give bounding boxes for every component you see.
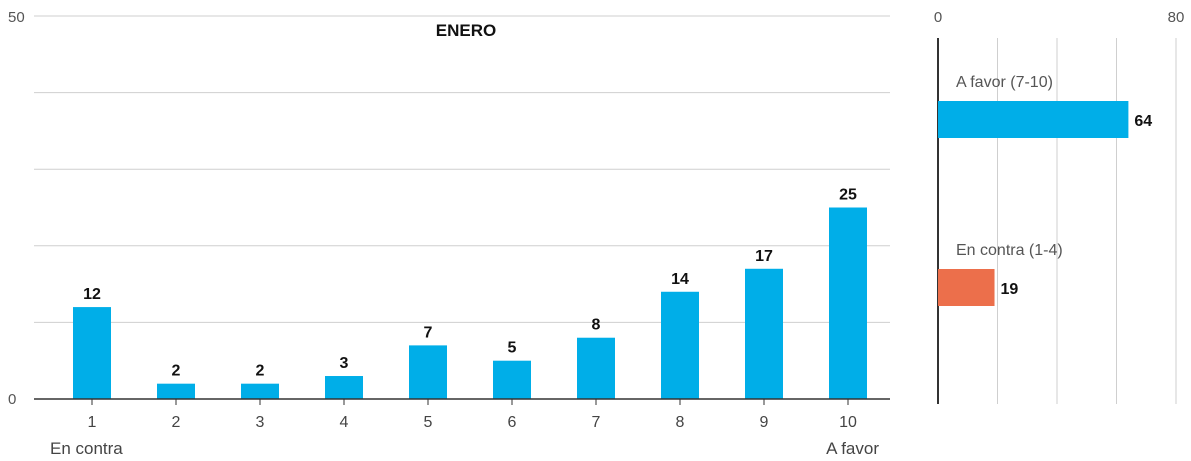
x-tick-label-9: 9 bbox=[760, 414, 769, 431]
chart-title: ENERO bbox=[436, 21, 496, 40]
summary-label-en-contra: En contra (1-4) bbox=[956, 242, 1063, 259]
x-tick-label-2: 2 bbox=[172, 414, 181, 431]
bar-6 bbox=[493, 360, 531, 399]
data-label-6: 5 bbox=[508, 340, 517, 357]
y-tick-label-top: 50 bbox=[8, 9, 25, 26]
bar-8 bbox=[661, 291, 699, 399]
data-label-2: 2 bbox=[172, 363, 181, 380]
bar-10 bbox=[829, 207, 867, 399]
y-tick-label-bottom: 0 bbox=[8, 391, 16, 408]
data-label-9: 17 bbox=[755, 248, 773, 265]
summary-tick-label-min: 0 bbox=[934, 9, 942, 26]
data-label-1: 12 bbox=[83, 286, 101, 303]
bar-9 bbox=[745, 268, 783, 399]
end-label-left: En contra bbox=[50, 439, 123, 458]
bar-4 bbox=[325, 376, 363, 399]
main-gridlines bbox=[34, 15, 890, 323]
data-label-4: 3 bbox=[340, 355, 349, 372]
summary-value-en-contra: 19 bbox=[1001, 281, 1019, 298]
x-tick-label-8: 8 bbox=[676, 414, 685, 431]
summary-bar-en-contra bbox=[938, 269, 995, 306]
end-label-right: A favor bbox=[826, 439, 879, 458]
x-tick-label-4: 4 bbox=[340, 414, 349, 431]
data-label-10: 25 bbox=[839, 187, 857, 204]
x-tick-label-1: 1 bbox=[88, 414, 97, 431]
bar-7 bbox=[577, 337, 615, 399]
bar-2 bbox=[157, 383, 195, 399]
x-tick-label-7: 7 bbox=[592, 414, 601, 431]
x-axis-ticks: 1 2 3 4 5 6 7 8 9 10 bbox=[88, 399, 857, 431]
x-tick-label-5: 5 bbox=[424, 414, 433, 431]
summary-gridlines bbox=[997, 38, 1177, 404]
x-tick-label-6: 6 bbox=[508, 414, 517, 431]
data-label-5: 7 bbox=[424, 324, 433, 341]
data-label-8: 14 bbox=[671, 271, 689, 288]
summary-bar-a-favor bbox=[938, 101, 1129, 138]
data-label-3: 2 bbox=[256, 363, 265, 380]
summary-bars: A favor (7-10) 64 En contra (1-4) 19 bbox=[938, 74, 1152, 306]
bar-3 bbox=[241, 383, 279, 399]
x-tick-label-3: 3 bbox=[256, 414, 265, 431]
data-label-7: 8 bbox=[592, 317, 601, 334]
summary-value-a-favor: 64 bbox=[1134, 113, 1152, 130]
summary-label-a-favor: A favor (7-10) bbox=[956, 74, 1053, 91]
bar-1 bbox=[73, 307, 111, 399]
summary-tick-label-max: 80 bbox=[1168, 9, 1185, 26]
x-tick-label-10: 10 bbox=[839, 414, 857, 431]
bar-5 bbox=[409, 345, 447, 399]
main-bars: 12 2 2 3 7 5 8 14 17 25 bbox=[73, 187, 867, 399]
